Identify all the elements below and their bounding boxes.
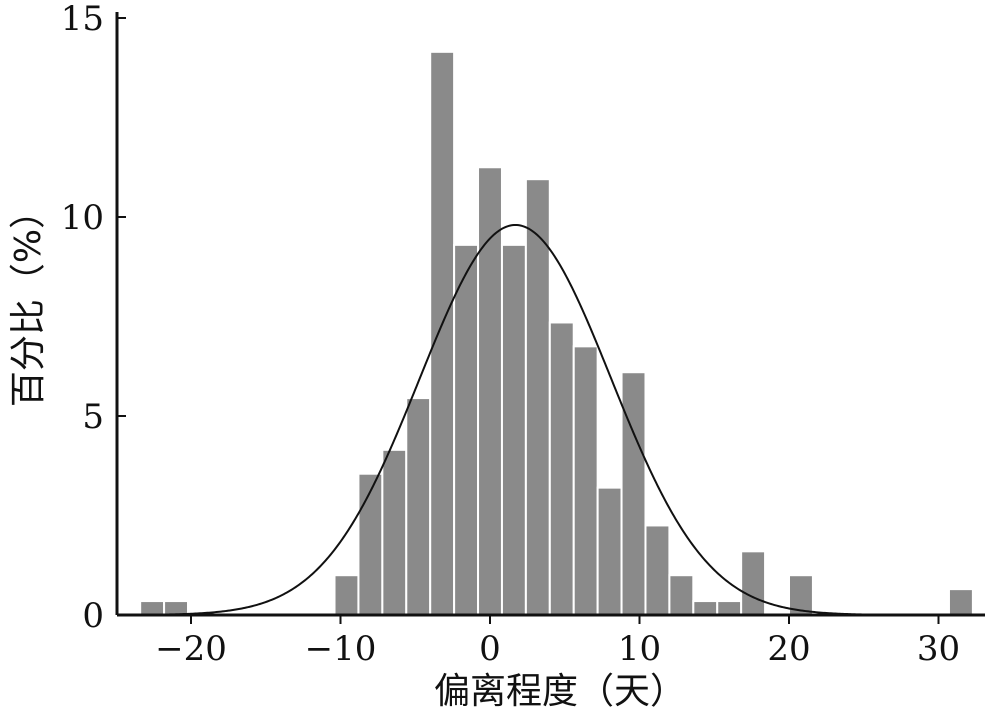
y-tick-label: 0 <box>82 596 104 636</box>
x-tick-label: −10 <box>305 629 377 669</box>
histogram-bar <box>477 166 503 616</box>
histogram-bar <box>405 397 432 616</box>
histogram-bar <box>716 600 743 617</box>
histogram-bar <box>644 524 671 617</box>
x-tick-label: 30 <box>917 629 960 669</box>
normal-fit-curve <box>146 223 960 616</box>
y-axis-ticks: 0 5 10 15 <box>61 0 126 636</box>
histogram-bar <box>548 321 575 616</box>
histogram-bar <box>381 448 408 616</box>
histogram-bar <box>429 50 456 616</box>
y-axis-title: 百分比（%） <box>8 193 49 407</box>
x-axis-title: 偏离程度（天） <box>434 671 686 712</box>
y-tick-label: 5 <box>82 397 104 437</box>
x-tick-label: 0 <box>479 629 501 669</box>
histogram-bar <box>596 486 623 617</box>
histogram-bar <box>740 550 767 617</box>
histogram-bar <box>163 600 190 617</box>
histogram-bar <box>947 588 974 617</box>
x-tick-label: 20 <box>767 629 810 669</box>
histogram-bars <box>139 50 974 617</box>
histogram-bar <box>692 600 719 617</box>
y-tick-label: 10 <box>61 198 104 238</box>
histogram-bar <box>620 371 647 616</box>
x-tick-label: 10 <box>618 629 661 669</box>
histogram-bar <box>139 600 166 617</box>
y-tick-label: 15 <box>61 0 104 39</box>
x-tick-label: −20 <box>155 629 227 669</box>
histogram-bar <box>333 574 360 617</box>
histogram-bar <box>572 345 599 616</box>
histogram-bar <box>500 243 527 617</box>
x-axis-ticks: −20 −10 0 10 20 30 <box>155 615 960 669</box>
histogram-bar <box>668 574 695 617</box>
histogram-bar <box>453 243 480 617</box>
histogram-bar <box>357 472 384 616</box>
